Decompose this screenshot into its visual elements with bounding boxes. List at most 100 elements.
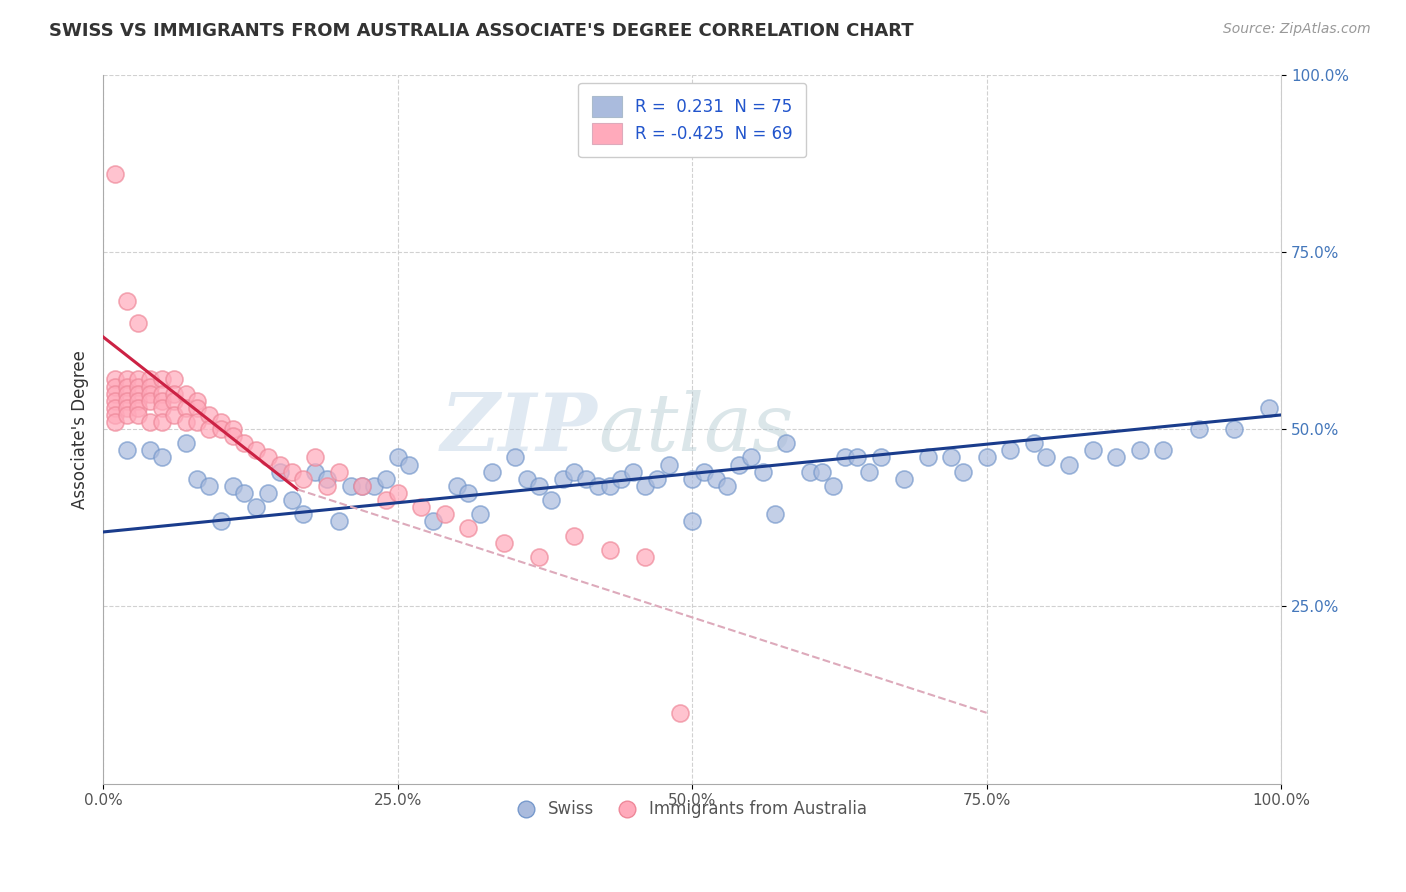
Point (527, 549, 550, 564)
Point (150, 450, 173, 465)
Point (599, 479, 621, 493)
Point (163, 408, 186, 422)
Point (411, 500, 433, 515)
Point (115, 386, 138, 401)
Point (728, 458, 751, 472)
Point (115, 408, 138, 422)
Text: Source: ZipAtlas.com: Source: ZipAtlas.com (1223, 22, 1371, 37)
Point (233, 486, 256, 500)
Point (976, 450, 998, 465)
Point (834, 450, 856, 465)
Point (174, 415, 197, 429)
Point (245, 443, 267, 458)
Point (693, 465, 716, 479)
Y-axis label: Associate's Degree: Associate's Degree (72, 350, 89, 508)
Point (621, 465, 644, 479)
Point (163, 386, 186, 401)
Point (1035, 450, 1057, 465)
Point (222, 479, 245, 493)
Point (374, 493, 396, 508)
Point (599, 542, 621, 557)
Point (163, 372, 186, 386)
Point (352, 479, 374, 493)
Point (198, 479, 221, 493)
Point (150, 415, 173, 429)
Point (457, 486, 479, 500)
Point (186, 472, 208, 486)
Point (174, 401, 197, 415)
Point (681, 514, 703, 528)
Point (575, 472, 598, 486)
Point (209, 415, 232, 429)
Point (150, 386, 173, 401)
Point (233, 436, 256, 450)
Point (716, 479, 738, 493)
Point (540, 493, 562, 508)
Point (422, 514, 444, 528)
Point (1105, 450, 1128, 465)
Point (104, 415, 127, 429)
Point (115, 372, 138, 386)
Point (163, 393, 186, 408)
Point (823, 479, 845, 493)
Point (492, 535, 515, 549)
Point (634, 479, 657, 493)
Point (893, 472, 915, 486)
Point (917, 450, 939, 465)
Point (104, 386, 127, 401)
Point (222, 429, 245, 443)
Text: atlas: atlas (598, 391, 793, 468)
Point (292, 472, 315, 486)
Point (104, 393, 127, 408)
Point (257, 450, 280, 465)
Point (304, 465, 326, 479)
Point (127, 401, 149, 415)
Point (846, 450, 869, 465)
Point (115, 294, 138, 309)
Point (704, 472, 727, 486)
Point (186, 401, 208, 415)
Point (269, 458, 291, 472)
Point (775, 436, 797, 450)
Point (339, 479, 361, 493)
Point (457, 521, 479, 535)
Point (740, 450, 762, 465)
Point (174, 386, 197, 401)
Point (1022, 436, 1045, 450)
Point (139, 415, 162, 429)
Point (269, 465, 291, 479)
Point (104, 379, 127, 393)
Point (352, 479, 374, 493)
Point (139, 372, 162, 386)
Point (257, 486, 280, 500)
Point (198, 422, 221, 436)
Legend: Swiss, Immigrants from Australia: Swiss, Immigrants from Australia (510, 794, 873, 825)
Point (104, 372, 127, 386)
Point (174, 436, 197, 450)
Point (610, 472, 633, 486)
Point (127, 372, 149, 386)
Point (387, 450, 409, 465)
Point (799, 465, 821, 479)
Point (186, 415, 208, 429)
Point (150, 401, 173, 415)
Point (516, 472, 538, 486)
Point (115, 443, 138, 458)
Point (669, 706, 692, 720)
Point (292, 507, 315, 521)
Point (127, 386, 149, 401)
Point (127, 408, 149, 422)
Point (127, 393, 149, 408)
Point (316, 479, 339, 493)
Point (398, 458, 420, 472)
Point (586, 479, 609, 493)
Point (752, 465, 775, 479)
Point (527, 479, 550, 493)
Point (139, 443, 162, 458)
Point (1223, 422, 1246, 436)
Point (150, 393, 173, 408)
Point (562, 465, 585, 479)
Point (941, 450, 963, 465)
Point (1152, 443, 1174, 458)
Point (446, 479, 468, 493)
